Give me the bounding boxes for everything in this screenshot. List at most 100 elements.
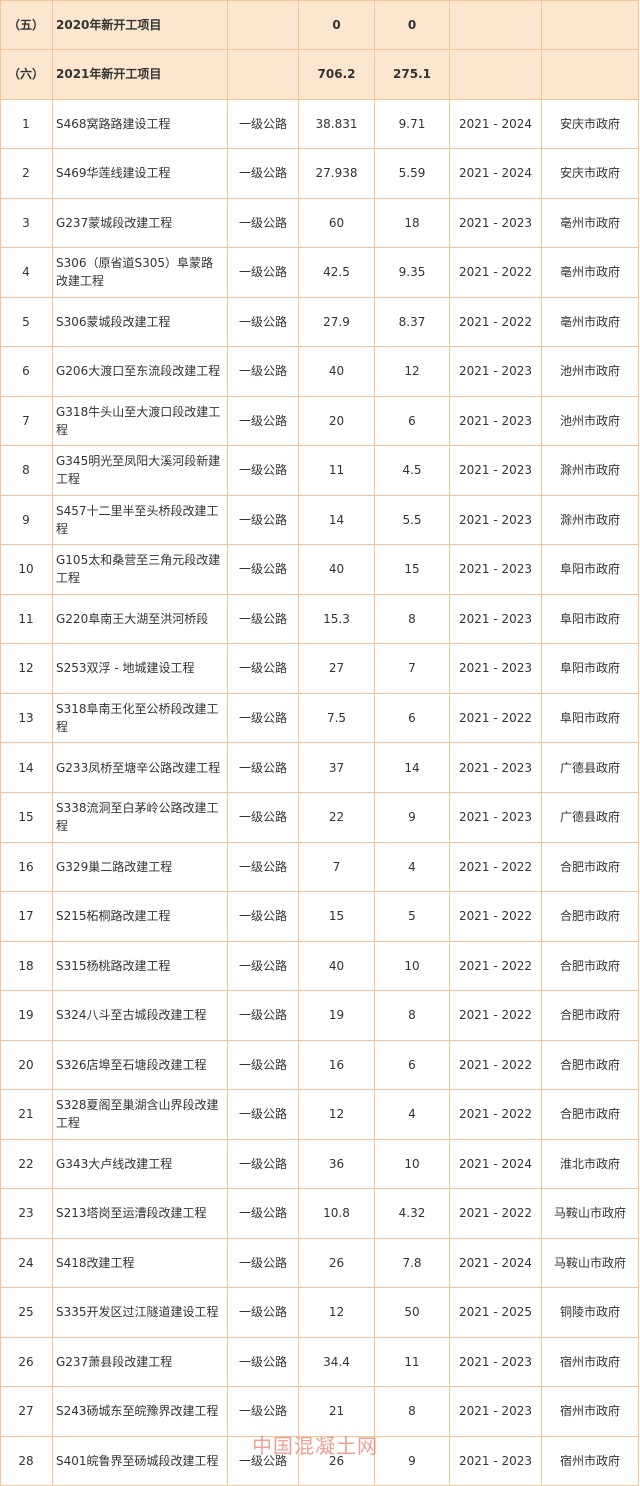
road-grade: 一级公路 <box>228 495 299 546</box>
row-number: 28 <box>0 1436 53 1486</box>
road-grade: 一级公路 <box>228 792 299 843</box>
owner: 铜陵市政府 <box>542 1287 639 1338</box>
project-name: S213塔岗至运漕段改建工程 <box>53 1188 228 1239</box>
road-grade: 一级公路 <box>228 1436 299 1486</box>
owner: 亳州市政府 <box>542 297 639 348</box>
road-grade: 一级公路 <box>228 1287 299 1338</box>
owner: 安庆市政府 <box>542 99 639 150</box>
project-name: S315杨桃路改建工程 <box>53 941 228 992</box>
length: 19 <box>299 990 375 1041</box>
length: 40 <box>299 346 375 397</box>
row-number: 20 <box>0 1040 53 1091</box>
owner: 池州市政府 <box>542 396 639 447</box>
length: 7 <box>299 842 375 893</box>
period: 2021 - 2023 <box>450 495 542 546</box>
investment: 6 <box>375 1040 450 1091</box>
length: 40 <box>299 941 375 992</box>
project-name: G318牛头山至大渡口段改建工程 <box>53 396 228 447</box>
investment: 9.35 <box>375 247 450 298</box>
empty-cell <box>542 49 639 100</box>
row-number: 11 <box>0 594 53 645</box>
investment: 15 <box>375 544 450 595</box>
period: 2021 - 2022 <box>450 891 542 942</box>
investment: 5.5 <box>375 495 450 546</box>
row-number: 6 <box>0 346 53 397</box>
period: 2021 - 2024 <box>450 148 542 199</box>
period: 2021 - 2023 <box>450 198 542 249</box>
period: 2021 - 2023 <box>450 346 542 397</box>
project-name: S401皖鲁界至砀城段改建工程 <box>53 1436 228 1486</box>
project-name: G343大卢线改建工程 <box>53 1139 228 1190</box>
investment: 9 <box>375 792 450 843</box>
period: 2021 - 2022 <box>450 1188 542 1239</box>
length: 36 <box>299 1139 375 1190</box>
period: 2021 - 2023 <box>450 544 542 595</box>
project-name: S418改建工程 <box>53 1238 228 1289</box>
project-name: G237萧县段改建工程 <box>53 1337 228 1388</box>
owner: 广德县政府 <box>542 792 639 843</box>
owner: 滁州市政府 <box>542 495 639 546</box>
row-number: 13 <box>0 693 53 744</box>
road-grade: 一级公路 <box>228 1139 299 1190</box>
project-name: G345明光至凤阳大溪河段新建工程 <box>53 445 228 496</box>
road-grade: 一级公路 <box>228 1386 299 1437</box>
row-number: 18 <box>0 941 53 992</box>
investment: 8 <box>375 990 450 1041</box>
road-grade: 一级公路 <box>228 247 299 298</box>
section-value: 0 <box>299 0 375 51</box>
row-number: 9 <box>0 495 53 546</box>
road-grade: 一级公路 <box>228 743 299 794</box>
length: 26 <box>299 1436 375 1486</box>
period: 2021 - 2024 <box>450 1238 542 1289</box>
row-number: 14 <box>0 743 53 794</box>
section-name: 2021年新开工项目 <box>53 49 228 100</box>
road-grade: 一级公路 <box>228 941 299 992</box>
owner: 合肥市政府 <box>542 990 639 1041</box>
section-value: 706.2 <box>299 49 375 100</box>
road-grade: 一级公路 <box>228 544 299 595</box>
row-number: 25 <box>0 1287 53 1338</box>
row-number: 10 <box>0 544 53 595</box>
length: 21 <box>299 1386 375 1437</box>
project-name: S215柘桐路改建工程 <box>53 891 228 942</box>
investment: 5 <box>375 891 450 942</box>
owner: 合肥市政府 <box>542 941 639 992</box>
length: 27.938 <box>299 148 375 199</box>
road-grade: 一级公路 <box>228 1089 299 1140</box>
project-name: S306蒙城段改建工程 <box>53 297 228 348</box>
owner: 亳州市政府 <box>542 198 639 249</box>
investment: 5.59 <box>375 148 450 199</box>
project-name: S335开发区过江隧道建设工程 <box>53 1287 228 1338</box>
row-number: 22 <box>0 1139 53 1190</box>
period: 2021 - 2023 <box>450 1337 542 1388</box>
investment: 8 <box>375 1386 450 1437</box>
investment: 4 <box>375 842 450 893</box>
investment: 7.8 <box>375 1238 450 1289</box>
row-number: 12 <box>0 643 53 694</box>
period: 2021 - 2023 <box>450 445 542 496</box>
investment: 6 <box>375 693 450 744</box>
row-number: 19 <box>0 990 53 1041</box>
period: 2021 - 2023 <box>450 594 542 645</box>
owner: 合肥市政府 <box>542 842 639 893</box>
period: 2021 - 2022 <box>450 1089 542 1140</box>
investment: 7 <box>375 643 450 694</box>
road-grade: 一级公路 <box>228 396 299 447</box>
row-number: 3 <box>0 198 53 249</box>
section-number: （五） <box>0 0 53 51</box>
row-number: 5 <box>0 297 53 348</box>
project-name: G233凤桥至塘辛公路改建工程 <box>53 743 228 794</box>
owner: 合肥市政府 <box>542 1089 639 1140</box>
road-grade: 一级公路 <box>228 1238 299 1289</box>
length: 27.9 <box>299 297 375 348</box>
period: 2021 - 2023 <box>450 1436 542 1486</box>
road-grade: 一级公路 <box>228 445 299 496</box>
investment: 14 <box>375 743 450 794</box>
owner: 阜阳市政府 <box>542 594 639 645</box>
investment: 11 <box>375 1337 450 1388</box>
owner: 阜阳市政府 <box>542 643 639 694</box>
period: 2021 - 2023 <box>450 1386 542 1437</box>
investment: 10 <box>375 941 450 992</box>
row-number: 8 <box>0 445 53 496</box>
investment: 6 <box>375 396 450 447</box>
